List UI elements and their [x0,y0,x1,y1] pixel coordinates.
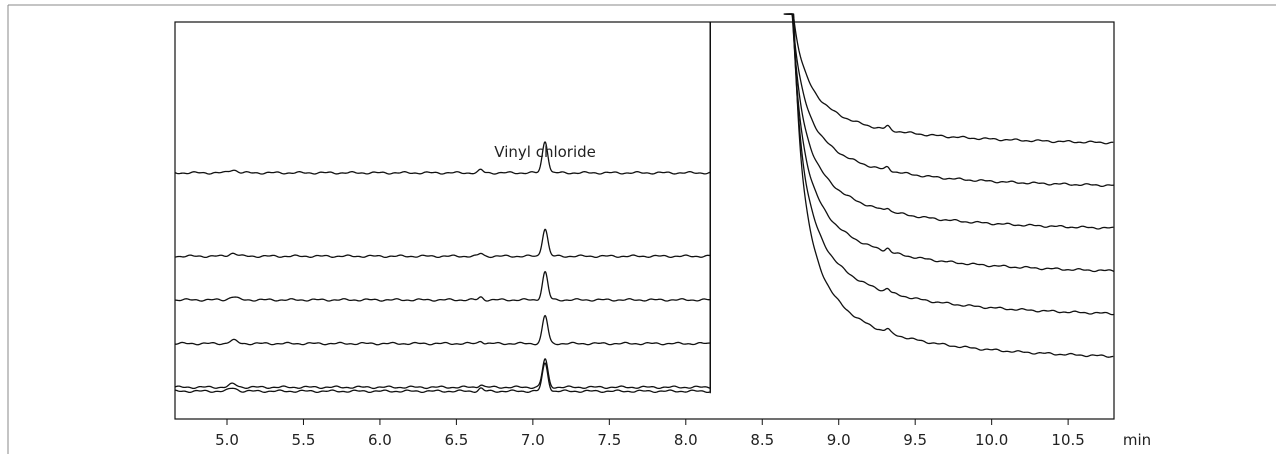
chromatogram-trace-left [174,22,711,346]
x-tick-label: 8.0 [674,431,698,449]
x-tick-label: 7.0 [521,431,545,449]
x-tick-label: 5.0 [215,431,239,449]
chromatogram-trace-right [786,13,1114,230]
x-tick-label: 9.5 [903,431,927,449]
chromatogram-trace-right [787,13,1115,273]
x-tick-label: 10.5 [1051,431,1084,449]
x-tick-label: 7.5 [597,431,621,449]
trace-group [174,13,1115,394]
chromatogram-trace-left [174,22,711,302]
x-tick-label: 8.5 [750,431,774,449]
chromatogram-trace-right [784,13,1114,188]
chromatogram-trace-left [174,22,711,175]
x-tick-label: 6.5 [444,431,468,449]
chromatogram-trace-left [174,22,711,394]
chromatogram-trace-right [788,13,1114,316]
chromatogram-trace-left [174,22,711,390]
chromatogram-trace-left [174,22,711,259]
x-axis-ticks: 5.0 5.5 6.0 6.5 7.0 7.5 8.0 8.5 9.0 9.5 10.0 10.5 [215,419,1085,449]
x-tick-label: 5.5 [292,431,316,449]
vinyl-chloride-annotation: Vinyl chloride [494,143,596,161]
plot-frame [174,21,1115,420]
x-tick-label: 9.0 [827,431,851,449]
chromatogram-trace-right [783,13,1114,145]
x-tick-label: 6.0 [368,431,392,449]
chromatogram-trace-right [789,13,1114,358]
x-tick-label: 10.0 [975,431,1008,449]
x-axis-unit-label: min [1123,431,1151,449]
